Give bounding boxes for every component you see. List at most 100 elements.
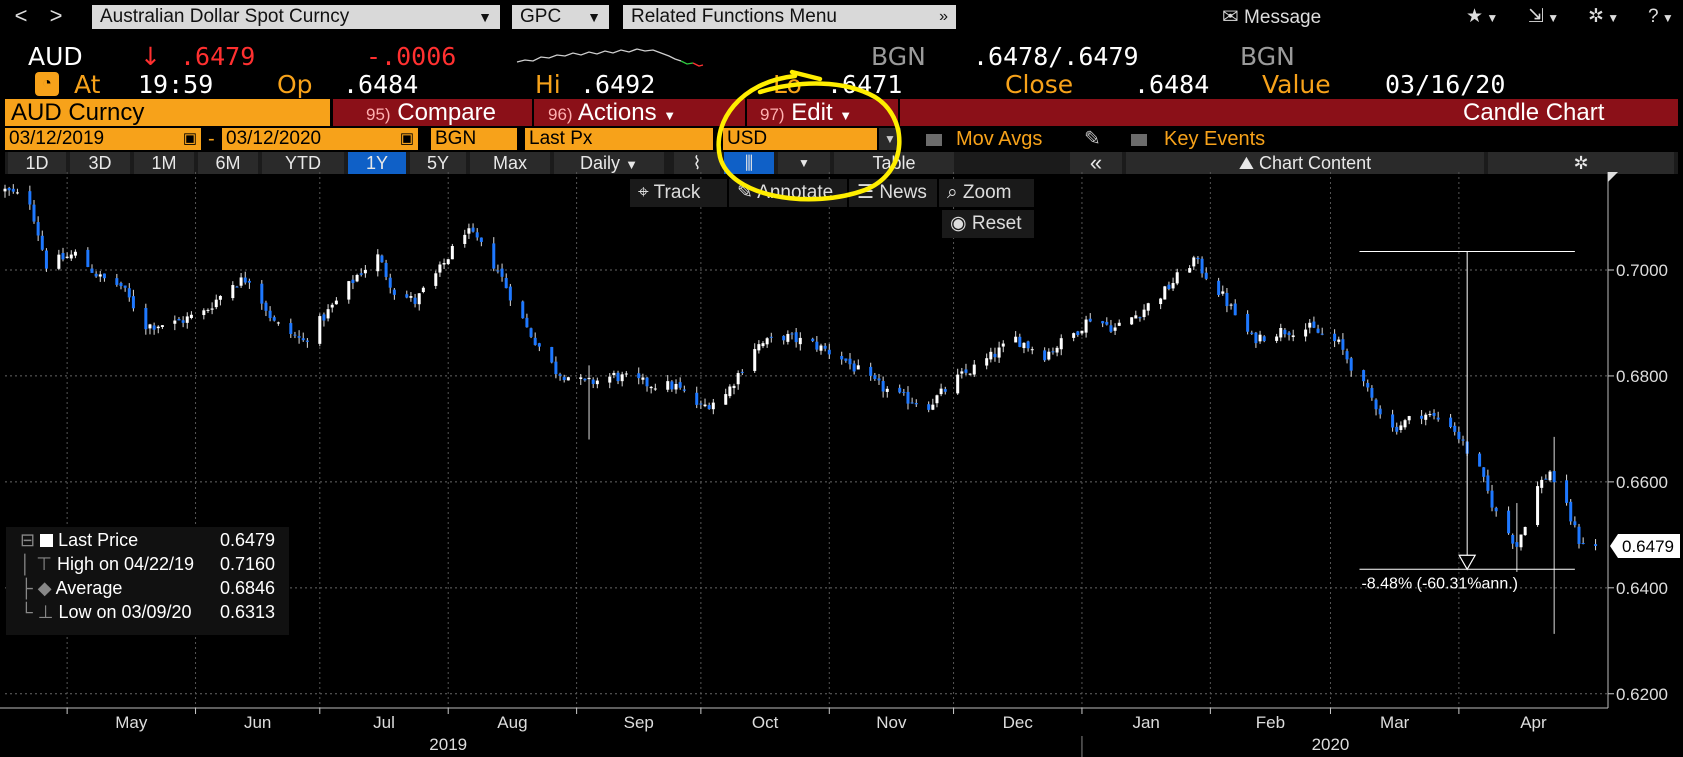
key-events-checkbox[interactable] bbox=[1131, 134, 1147, 146]
security-field[interactable]: AUD Curncy bbox=[5, 99, 330, 126]
frequency-dropdown[interactable]: Daily ▼ bbox=[554, 152, 664, 174]
compare-label: Compare bbox=[397, 99, 496, 126]
candle-down bbox=[877, 378, 881, 381]
candle-down bbox=[1453, 425, 1457, 432]
mov-avgs-checkbox[interactable] bbox=[926, 134, 942, 146]
year-label: 2020 bbox=[1312, 735, 1350, 754]
gear-icon[interactable]: ✲ bbox=[1488, 152, 1674, 174]
collapse-button[interactable]: « bbox=[1070, 152, 1122, 174]
candle-up bbox=[376, 254, 380, 272]
candle-down bbox=[1395, 426, 1399, 432]
candle-up bbox=[1540, 479, 1544, 488]
candle-down bbox=[782, 335, 786, 341]
candle-up bbox=[417, 293, 421, 305]
pencil-icon[interactable]: ✎ bbox=[1084, 128, 1101, 150]
help-button[interactable]: ? ▼ bbox=[1648, 5, 1674, 29]
candle-down bbox=[1167, 284, 1171, 290]
candle-up bbox=[1113, 327, 1117, 331]
candle-down bbox=[272, 317, 276, 321]
start-date-field[interactable]: 03/12/2019 ▣ bbox=[5, 128, 201, 150]
chart-content-button[interactable]: ⛰ Chart Content bbox=[1126, 152, 1484, 174]
back-button[interactable]: < bbox=[14, 3, 28, 28]
candle-down bbox=[881, 381, 885, 392]
candle-up bbox=[210, 308, 214, 310]
line-chart-icon[interactable]: ⌇ bbox=[674, 152, 720, 174]
settings-button[interactable]: ✲ ▼ bbox=[1588, 5, 1619, 29]
legend-swatch bbox=[40, 534, 54, 547]
period-1d[interactable]: 1D bbox=[8, 152, 66, 174]
candle-down bbox=[1461, 439, 1465, 441]
function-menu[interactable]: GPC ▼ bbox=[512, 5, 609, 29]
export-button[interactable]: ⇲ ▼ bbox=[1528, 5, 1559, 29]
candle-chart-icon[interactable]: ⫼ bbox=[724, 152, 774, 174]
measure-tool[interactable]: -8.48% (-60.31%ann.) bbox=[1359, 250, 1575, 592]
candle-up bbox=[1001, 343, 1005, 347]
x-tick-label: May bbox=[115, 713, 148, 732]
candle-down bbox=[1109, 325, 1113, 332]
annotation-circle bbox=[716, 69, 902, 202]
actions-button[interactable]: 96) Actions ▼ bbox=[540, 99, 676, 126]
period-ytd[interactable]: YTD bbox=[262, 152, 344, 174]
source-field[interactable]: BGN bbox=[431, 128, 517, 150]
average-marker-icon: ├ ◆ bbox=[20, 578, 52, 598]
candle-down bbox=[380, 255, 384, 263]
axis-corner-icon bbox=[1608, 172, 1618, 182]
period-1y[interactable]: 1Y bbox=[348, 152, 406, 174]
candle-down bbox=[1507, 510, 1511, 534]
forward-button[interactable]: > bbox=[49, 3, 63, 28]
candle-down bbox=[591, 379, 595, 384]
candle-down bbox=[496, 270, 500, 272]
period-3d[interactable]: 3D bbox=[70, 152, 130, 174]
message-button[interactable]: ✉ Message bbox=[1222, 5, 1321, 29]
candle-down bbox=[645, 377, 649, 387]
compare-button[interactable]: 95) Compare bbox=[358, 99, 496, 126]
period-5y[interactable]: 5Y bbox=[410, 152, 466, 174]
candle-down bbox=[769, 336, 773, 338]
period-6m[interactable]: 6M bbox=[198, 152, 258, 174]
candle-down bbox=[529, 328, 533, 337]
candle-down bbox=[740, 371, 744, 373]
legend-high-label: High on 04/22/19 bbox=[56, 554, 195, 574]
y-tick-label: 0.6400 bbox=[1616, 579, 1668, 598]
currency-dropdown-button[interactable]: ▼ bbox=[879, 128, 901, 150]
chevron-down-icon[interactable]: ▼ bbox=[778, 152, 830, 174]
magnifier-icon: ⌕ bbox=[947, 182, 958, 203]
zoom-button[interactable]: ⌕ Zoom bbox=[939, 179, 1034, 207]
period-max[interactable]: Max bbox=[470, 152, 550, 174]
y-tick-label: 0.6800 bbox=[1616, 367, 1668, 386]
edit-button[interactable]: 97) Edit ▼ bbox=[752, 99, 852, 126]
security-menu[interactable]: Australian Dollar Spot Curncy ▼ bbox=[92, 5, 500, 29]
candle-down bbox=[1345, 351, 1349, 360]
candle-up bbox=[1188, 268, 1192, 273]
period-1m[interactable]: 1M bbox=[134, 152, 194, 174]
candle-down bbox=[537, 343, 541, 347]
field-selector[interactable]: Last Px bbox=[525, 128, 713, 150]
candle-down bbox=[616, 372, 620, 382]
candle-down bbox=[123, 285, 127, 288]
related-functions-menu[interactable]: Related Functions Menu » bbox=[623, 5, 956, 29]
candle-up bbox=[1084, 319, 1088, 333]
candle-down bbox=[1262, 336, 1266, 342]
reset-button[interactable]: ◉ Reset bbox=[942, 210, 1034, 238]
end-date-field[interactable]: 03/12/2020 ▣ bbox=[222, 128, 418, 150]
legend-row-last: ⊟ Last Price bbox=[20, 529, 138, 552]
track-button[interactable]: ⌖ Track bbox=[630, 179, 727, 207]
key-events-label: Key Events bbox=[1164, 128, 1266, 150]
candle-up bbox=[231, 285, 235, 299]
date-dash: - bbox=[208, 128, 215, 150]
currency-field[interactable]: USD bbox=[723, 128, 877, 150]
candle-down bbox=[90, 268, 94, 273]
candle-up bbox=[972, 364, 976, 375]
candle-up bbox=[98, 274, 102, 277]
candle-down bbox=[144, 307, 148, 330]
candle-down bbox=[1511, 534, 1515, 544]
candle-up bbox=[968, 373, 972, 375]
candle-down bbox=[583, 378, 587, 381]
candle-up bbox=[185, 316, 189, 323]
compare-number: 95) bbox=[366, 105, 391, 124]
favorites-button[interactable]: ★ ▼ bbox=[1466, 5, 1498, 29]
candle-up bbox=[997, 347, 1001, 358]
top-toolbar: < > Australian Dollar Spot Curncy ▼ GPC … bbox=[0, 0, 1683, 33]
export-icon: ⇲ bbox=[1528, 6, 1544, 27]
candle-up bbox=[641, 377, 645, 380]
